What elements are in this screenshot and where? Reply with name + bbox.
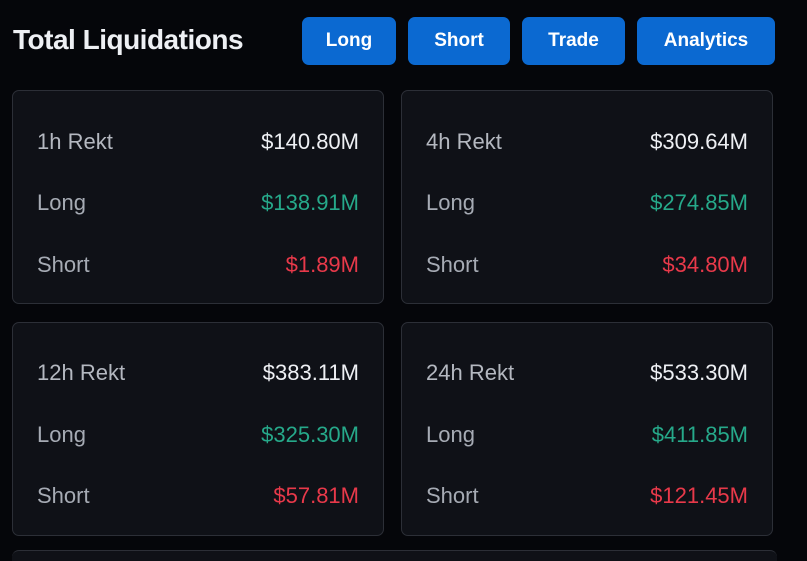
card-title: 4h Rekt (426, 129, 502, 154)
card-1h-rekt: 1h Rekt $140.80M Long $138.91M Short $1.… (12, 90, 384, 304)
row-short: Short $34.80M (426, 252, 748, 278)
card-12h-rekt: 12h Rekt $383.11M Long $325.30M Short $5… (12, 322, 384, 536)
long-label: Long (37, 190, 86, 215)
short-label: Short (426, 483, 479, 508)
card-title: 12h Rekt (37, 360, 126, 385)
long-label: Long (426, 190, 475, 215)
long-button[interactable]: Long (302, 17, 396, 65)
short-value: $34.80M (662, 252, 748, 277)
row-short: Short $1.89M (37, 252, 359, 278)
row-short: Short $121.45M (426, 483, 748, 509)
short-value: $1.89M (285, 252, 359, 277)
long-value: $325.30M (261, 422, 359, 447)
short-button[interactable]: Short (408, 17, 510, 65)
row-total: 1h Rekt $140.80M (37, 129, 359, 155)
page-title: Total Liquidations (13, 24, 244, 55)
short-value: $57.81M (273, 483, 359, 508)
total-value: $533.30M (650, 360, 748, 385)
long-value: $138.91M (261, 190, 359, 215)
short-label: Short (37, 252, 90, 277)
trade-button[interactable]: Trade (522, 17, 625, 65)
row-total: 24h Rekt $533.30M (426, 360, 748, 386)
row-long: Long $138.91M (37, 190, 359, 216)
card-4h-rekt: 4h Rekt $309.64M Long $274.85M Short $34… (401, 90, 773, 304)
next-card-edge (12, 550, 777, 561)
row-total: 4h Rekt $309.64M (426, 129, 748, 155)
long-label: Long (37, 422, 86, 447)
card-title: 24h Rekt (426, 360, 515, 385)
row-total: 12h Rekt $383.11M (37, 360, 359, 386)
row-long: Long $325.30M (37, 422, 359, 448)
row-long: Long $411.85M (426, 422, 748, 448)
row-long: Long $274.85M (426, 190, 748, 216)
total-value: $383.11M (262, 360, 359, 385)
card-title: 1h Rekt (37, 129, 113, 154)
short-label: Short (37, 483, 90, 508)
row-short: Short $57.81M (37, 483, 359, 509)
long-value: $274.85M (650, 190, 748, 215)
short-label: Short (426, 252, 479, 277)
card-24h-rekt: 24h Rekt $533.30M Long $411.85M Short $1… (401, 322, 773, 536)
long-value: $411.85M (651, 422, 748, 447)
total-value: $309.64M (650, 129, 748, 154)
long-label: Long (426, 422, 475, 447)
total-value: $140.80M (261, 129, 359, 154)
short-value: $121.45M (650, 483, 748, 508)
analytics-button[interactable]: Analytics (637, 17, 775, 65)
